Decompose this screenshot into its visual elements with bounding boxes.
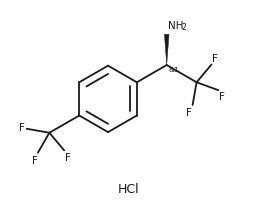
Text: F: F (212, 54, 218, 64)
Text: 2: 2 (181, 23, 186, 32)
Text: F: F (219, 92, 225, 102)
Polygon shape (164, 34, 169, 65)
Text: F: F (186, 108, 192, 118)
Text: F: F (19, 123, 25, 133)
Text: F: F (32, 156, 38, 166)
Text: F: F (65, 154, 71, 163)
Text: NH: NH (168, 21, 183, 31)
Text: HCl: HCl (118, 183, 139, 196)
Text: &1: &1 (168, 67, 179, 73)
